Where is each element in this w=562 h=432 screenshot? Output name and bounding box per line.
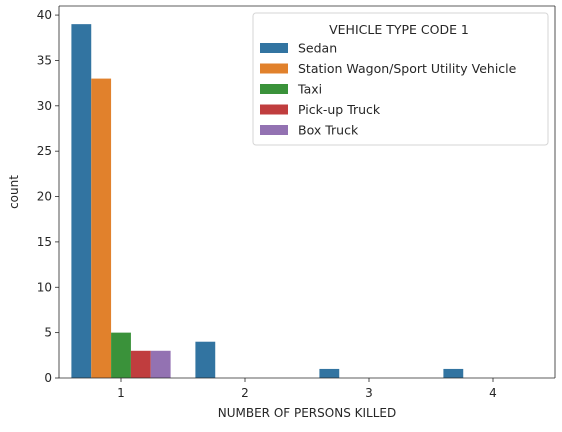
bar-sedan-2 — [195, 341, 216, 378]
bar-box-truck-1 — [150, 350, 171, 378]
legend-swatch-box-truck — [260, 125, 288, 135]
axes-layer — [58, 5, 556, 379]
legend-label: Station Wagon/Sport Utility Vehicle — [298, 61, 517, 76]
legend-label: Sedan — [298, 41, 337, 56]
bar-pick-up-truck-1 — [130, 350, 151, 378]
bar-sedan-1 — [71, 24, 92, 379]
x-ticks: 1 2 3 4 — [117, 378, 497, 400]
x-tick-label: 2 — [241, 386, 249, 400]
legend-label: Pick-up Truck — [298, 102, 381, 117]
y-tick-label: 35 — [37, 53, 52, 67]
y-tick-label: 25 — [37, 144, 52, 158]
bar-sedan-4 — [443, 368, 464, 378]
y-ticks: 0 5 10 15 20 25 30 35 40 — [37, 8, 59, 385]
bar-taxi-1 — [111, 332, 131, 378]
bars-layer — [71, 24, 464, 379]
y-tick-label: 15 — [37, 235, 52, 249]
legend-swatch-station-wagon-sport-utility-vehicle — [260, 63, 288, 74]
legend-label: Box Truck — [298, 123, 359, 138]
x-tick-label: 4 — [489, 386, 497, 400]
y-axis-label: count — [7, 175, 21, 209]
y-tick-label: 40 — [37, 8, 52, 22]
x-tick-label: 3 — [365, 386, 373, 400]
legend-label: Taxi — [297, 82, 322, 97]
y-tick-label: 30 — [37, 99, 52, 113]
x-axis-label: NUMBER OF PERSONS KILLED — [218, 406, 396, 420]
x-tick-label: 1 — [117, 386, 125, 400]
y-tick-label: 0 — [44, 371, 52, 385]
y-tick-label: 5 — [44, 326, 52, 340]
y-tick-label: 10 — [37, 280, 52, 294]
legend: VEHICLE TYPE CODE 1 Sedan Station Wagon/S… — [252, 12, 549, 146]
bar-sedan-3 — [319, 368, 340, 378]
legend-swatch-taxi — [260, 84, 288, 94]
legend-swatch-sedan — [260, 43, 288, 53]
legend-title: VEHICLE TYPE CODE 1 — [329, 22, 469, 37]
legend-swatch-pick-up-truck — [260, 104, 288, 115]
bar-station-wagon-sport-utility-vehicle-1 — [91, 78, 112, 378]
y-tick-label: 20 — [37, 190, 52, 204]
legend-frame — [252, 12, 549, 146]
